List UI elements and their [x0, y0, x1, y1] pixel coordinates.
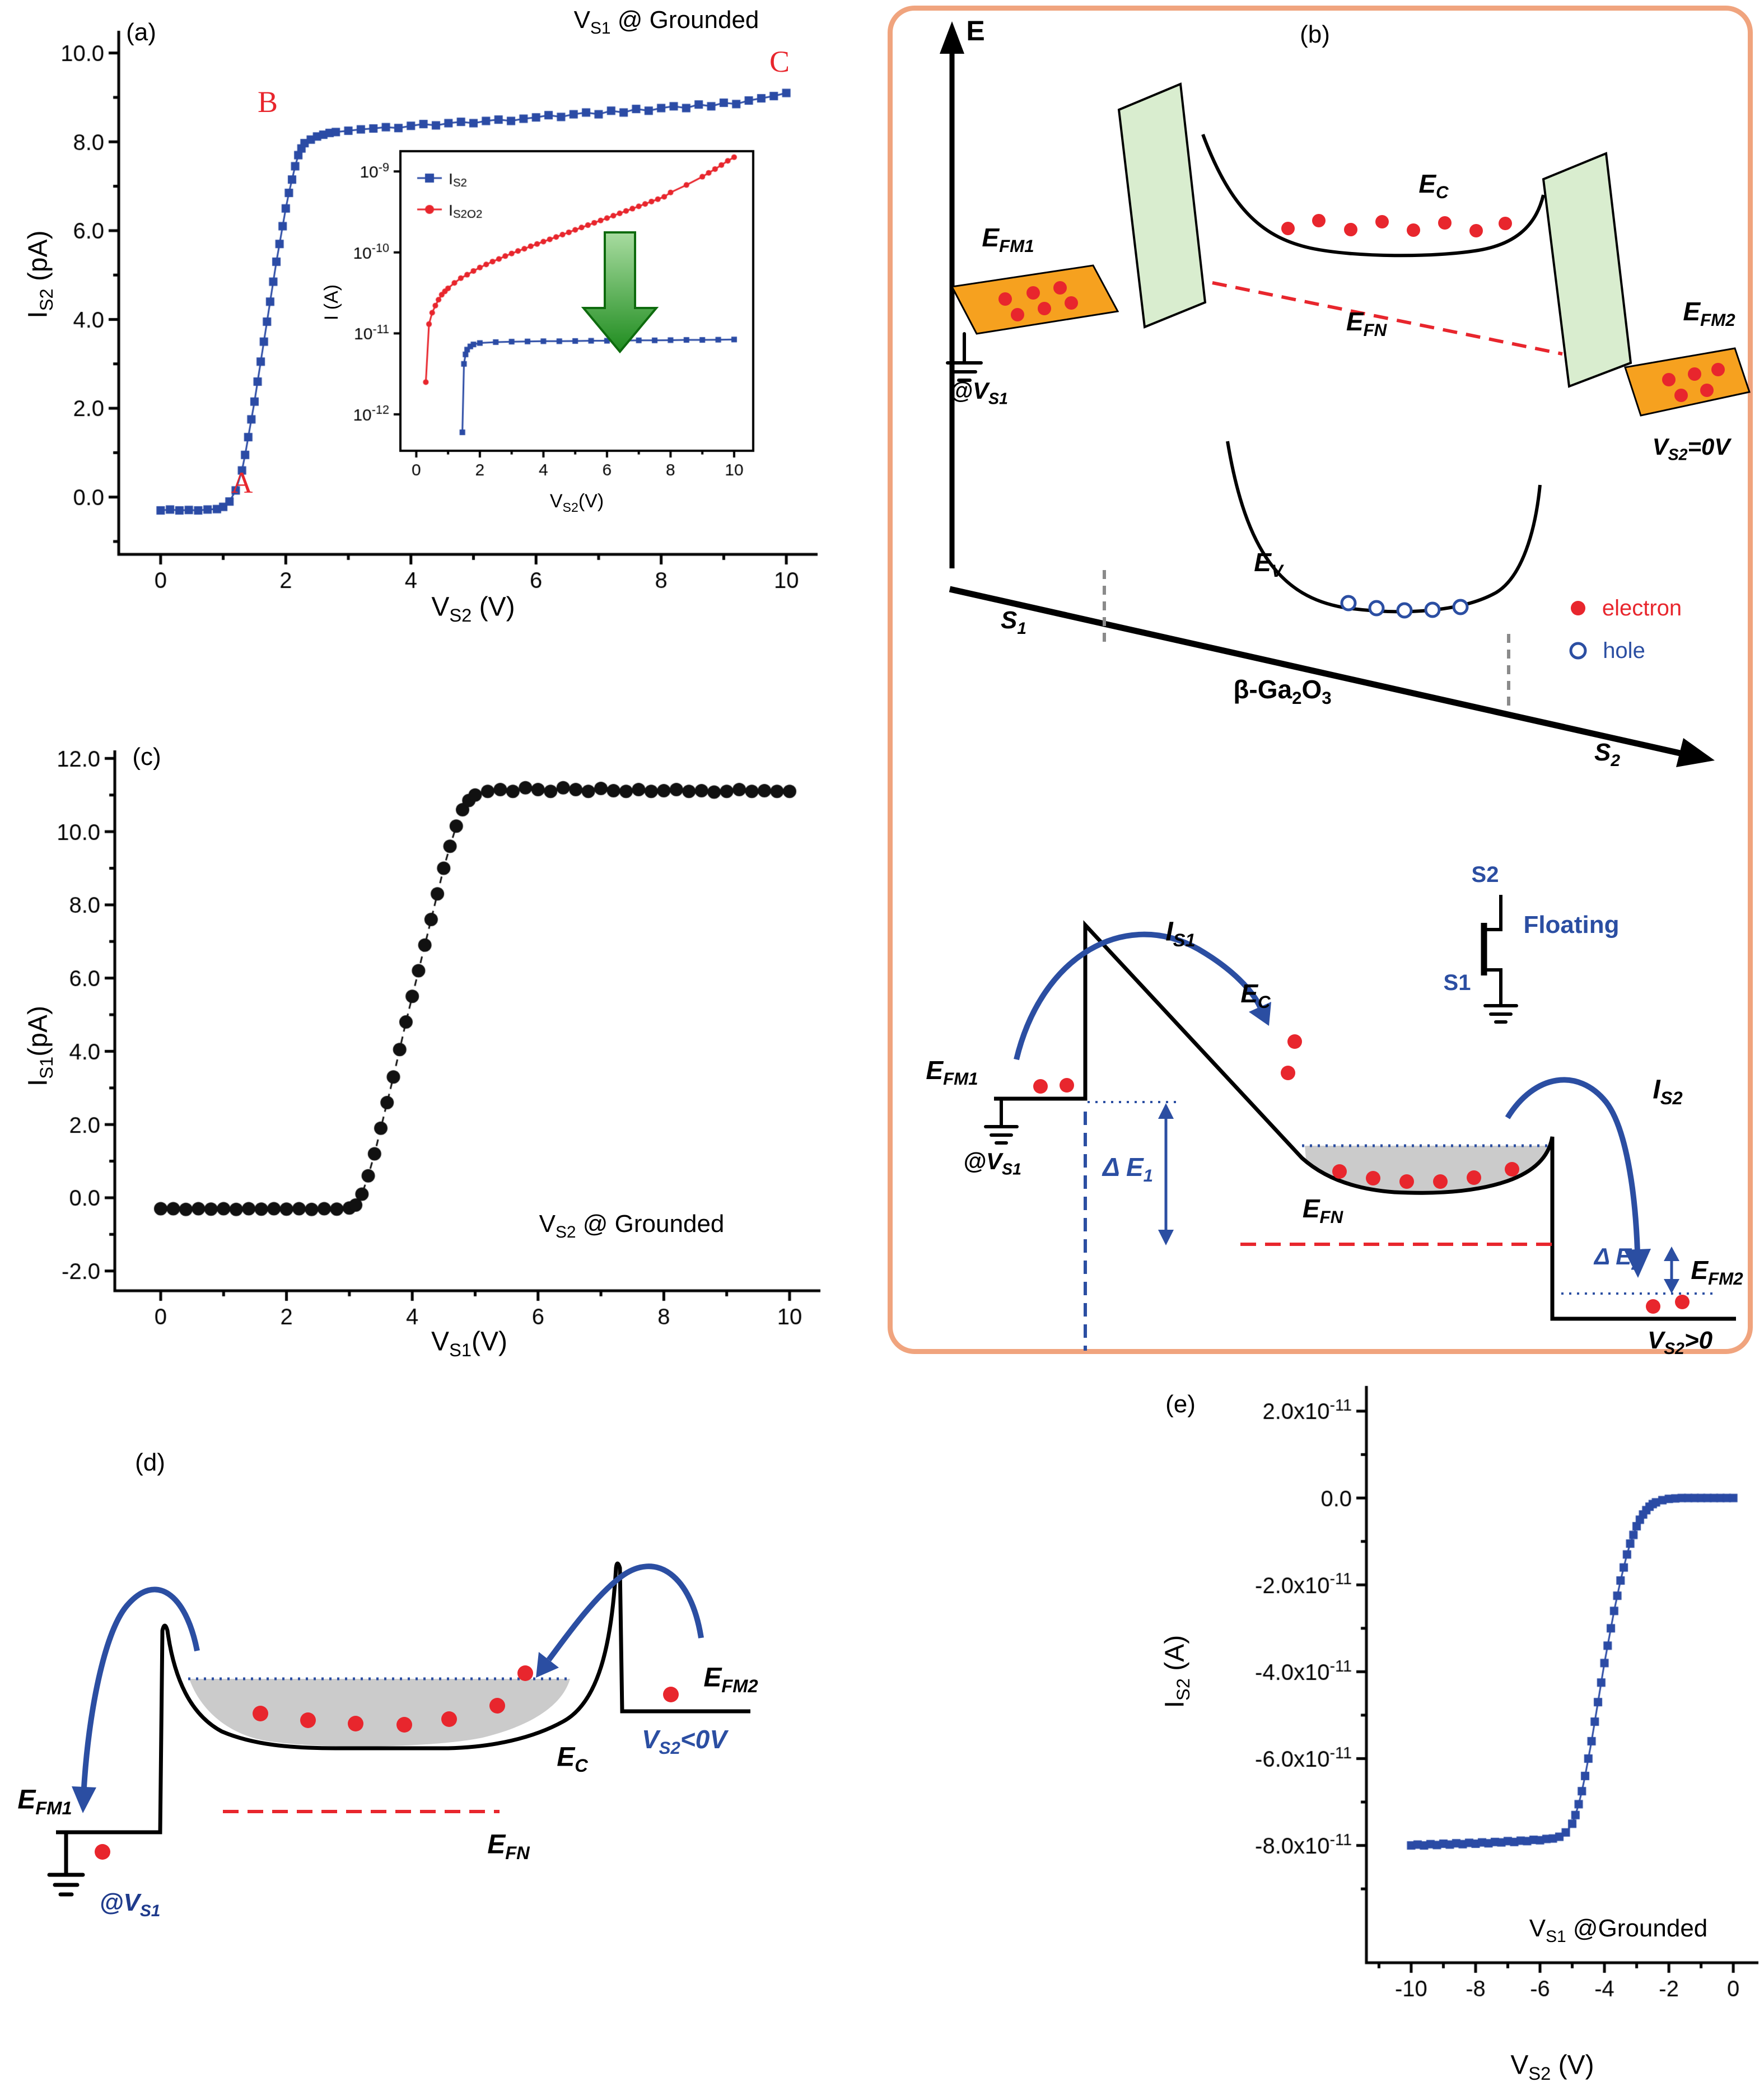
chart-c-canvas: [0, 717, 851, 1417]
mark-B: B: [257, 85, 278, 119]
panel-c-letter: (c): [132, 743, 161, 771]
s1-axis-label: S1: [1001, 606, 1026, 638]
vs2-0v-label: VS2=0V: [1652, 433, 1730, 464]
vs2-gt0-label: VS2>0: [1647, 1327, 1713, 1358]
legend-hole-label: hole: [1603, 638, 1645, 663]
efm2-label-d: EFM2: [703, 1663, 758, 1696]
efm2-label-top: EFM2: [1683, 296, 1735, 330]
injection-arrow-right: [546, 1563, 704, 1661]
axis-xlabel-a: VS2 (V): [431, 592, 515, 625]
chart-e-canvas: [1148, 1372, 1764, 2096]
chart-a-inset-canvas: [314, 137, 762, 507]
axis-ylabel-a: IS2 (pA): [23, 230, 57, 319]
panel-b-letter: (b): [1300, 21, 1330, 48]
s2-axis-label: S2: [1594, 739, 1620, 770]
circuit-s1-label: S1: [1443, 970, 1471, 995]
ec-label-bottom: EC: [1240, 978, 1271, 1012]
ev-label: EV: [1254, 547, 1283, 581]
axis-xlabel-c: VS1(V): [431, 1327, 507, 1360]
mark-A: A: [231, 466, 253, 500]
efm1-label-top: EFM1: [982, 222, 1034, 256]
panel-a-letter: (a): [126, 18, 156, 46]
ec-label-d: EC: [557, 1742, 588, 1776]
circuit-s2-label: S2: [1471, 862, 1499, 887]
energy-axis-label: E: [966, 15, 985, 46]
at-vs1-label-top: @VS1: [950, 377, 1008, 408]
ec-label-top: EC: [1418, 169, 1449, 202]
panel-d-letter: (d): [135, 1449, 165, 1476]
delta-e1-label: Δ E1: [1102, 1152, 1154, 1185]
panel-e-letter: (e): [1165, 1390, 1196, 1418]
axis-ylabel-e: IS2 (A): [1160, 1635, 1193, 1708]
is2-label: IS2: [1653, 1075, 1683, 1108]
vs2-lt0-label: VS2<0V: [641, 1724, 727, 1758]
floating-label: Floating: [1523, 911, 1620, 939]
axis-xlabel-a-inset: VS2(V): [549, 491, 604, 515]
legend-electron-label: electron: [1602, 596, 1682, 620]
right-arrowhead-icon: [536, 1652, 559, 1678]
emission-arrow-left: [81, 1586, 200, 1788]
efm1-label-bottom: EFM1: [926, 1055, 978, 1089]
band-profile: [56, 1561, 750, 1834]
is1-label: IS1: [1165, 917, 1196, 950]
efm2-label-bottom: EFM2: [1691, 1255, 1743, 1289]
at-vs1-label-d: @VS1: [99, 1889, 161, 1920]
panel-c-annotation: VS2 @ Grounded: [539, 1210, 725, 1241]
efm1-label-d: EFM1: [17, 1785, 72, 1818]
axis-ylabel-c: IS1(pA): [23, 1006, 57, 1086]
panel-e-annotation: VS1 @Grounded: [1529, 1915, 1708, 1946]
efn-label-d: EFN: [487, 1829, 530, 1863]
delta-e2-label: Δ E2: [1594, 1243, 1641, 1274]
well-shading: [189, 1679, 570, 1747]
mark-C: C: [769, 45, 790, 78]
panel-b-border: [888, 6, 1753, 1354]
panel-a-annotation: VS1 @ Grounded: [573, 6, 759, 38]
axis-ylabel-a-inset: I (A): [321, 284, 342, 321]
ground-icon: [47, 1830, 85, 1897]
at-vs1-label-bottom: @VS1: [963, 1148, 1021, 1179]
d-electrons: [95, 1665, 679, 1860]
material-label: β-Ga2O3: [1233, 674, 1332, 708]
efn-label-top: EFN: [1346, 306, 1387, 340]
efn-label-bottom: EFN: [1302, 1193, 1343, 1227]
left-arrowhead-icon: [72, 1786, 96, 1813]
axis-xlabel-e: VS2 (V): [1510, 2050, 1594, 2084]
